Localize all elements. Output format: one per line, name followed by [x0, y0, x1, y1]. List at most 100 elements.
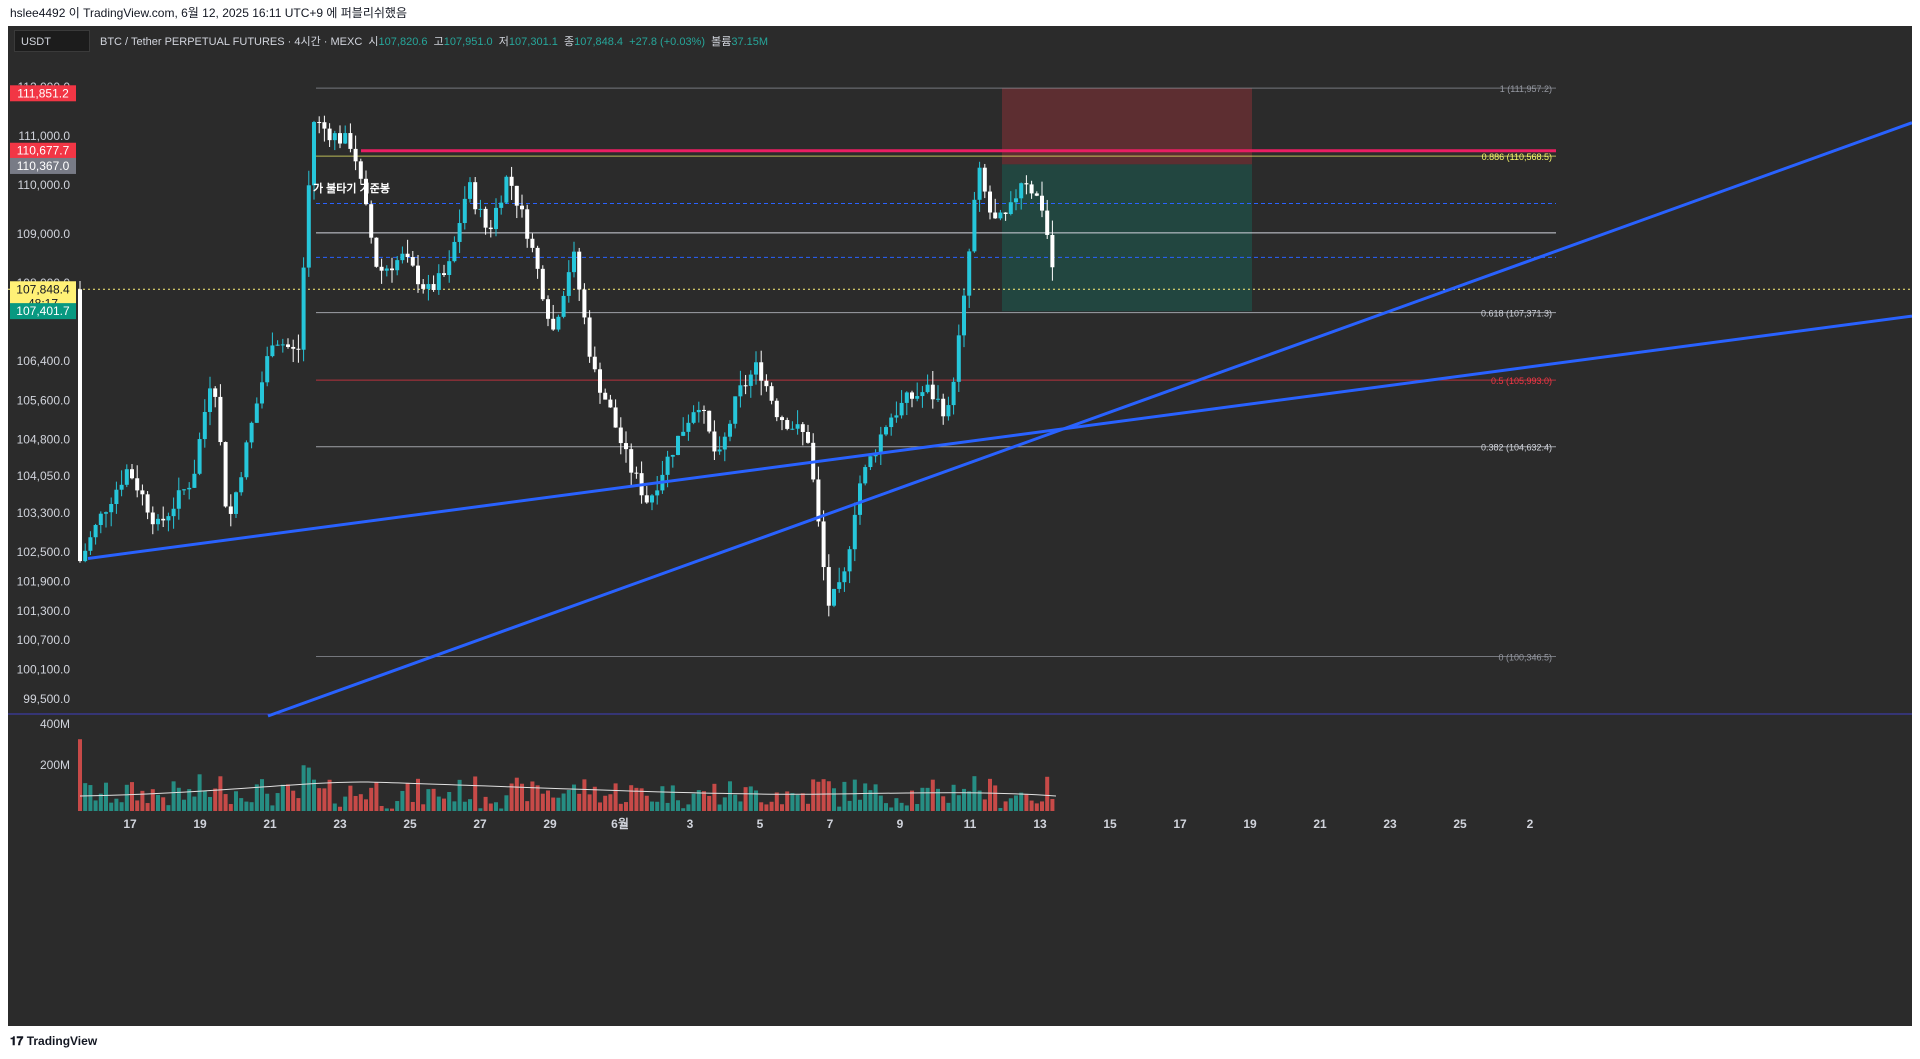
volume-bar: [1040, 801, 1044, 819]
candle-body: [488, 227, 493, 230]
volume-bar: [660, 786, 665, 819]
candle-body: [447, 261, 452, 275]
candle-body: [197, 439, 202, 474]
volume-bar: [894, 798, 899, 819]
footer-bar: 𝟏𝟕 TradingView: [0, 1026, 1920, 1059]
volume-bar: [587, 794, 592, 819]
volume-bar: [374, 782, 379, 819]
volume-bar: [223, 794, 228, 819]
volume-bar: [156, 794, 160, 819]
volume-bar: [88, 785, 93, 819]
candle-body: [904, 392, 909, 403]
volume-bar: [702, 791, 706, 819]
volume-bar: [816, 781, 821, 819]
candle-body: [774, 400, 779, 418]
price-axis-tick: 106,400.0: [17, 354, 71, 368]
candle-body: [587, 317, 592, 357]
close-value: 107,848.4: [574, 36, 624, 48]
volume-bar: [868, 790, 873, 819]
candle-body: [546, 299, 550, 319]
close-label: 종: [563, 36, 575, 48]
volume-bar: [847, 800, 852, 819]
price-label-text: 111,851.2: [17, 86, 69, 100]
volume-bar: [930, 779, 935, 819]
volume-bar: [364, 799, 368, 819]
volume-bar: [821, 779, 826, 819]
candle-body: [504, 176, 509, 203]
candle-body: [795, 424, 800, 429]
volume-bar: [712, 783, 717, 819]
volume-bar: [457, 779, 462, 819]
volume-bar: [426, 789, 431, 819]
volume-bar: [910, 790, 914, 819]
candle-body: [192, 473, 197, 488]
candle-body: [613, 407, 618, 428]
candle-body: [681, 431, 686, 436]
volume-axis-tick: 200M: [40, 758, 70, 772]
candle-body: [150, 512, 155, 525]
volume-bar: [1024, 794, 1029, 819]
candle-body: [494, 207, 498, 230]
volume-bar: [613, 783, 618, 819]
volume-bar: [306, 767, 311, 819]
price-chart[interactable]: 1 (111,957.2) 0.886 (110,568.5) 0.618 (107…: [8, 26, 1912, 1026]
volume-bar: [431, 788, 436, 819]
candle-body: [83, 550, 88, 562]
volume-bar: [343, 796, 348, 819]
volume-bar: [395, 801, 400, 819]
candle-body: [634, 472, 639, 474]
volume-ma-line: [79, 781, 1057, 797]
candle-body: [436, 273, 441, 290]
candle-body: [998, 212, 1003, 219]
volume-bar: [78, 739, 82, 819]
volume-bar: [130, 782, 134, 819]
volume-bar: [312, 779, 316, 819]
volume-bar: [348, 785, 353, 819]
candle-body: [98, 513, 103, 526]
volume-bar: [291, 790, 296, 819]
volume-bar: [98, 793, 103, 819]
candle-body: [431, 284, 436, 290]
candle-body: [379, 266, 384, 271]
volume-bar: [171, 781, 176, 819]
symbol-search-box[interactable]: USDT: [14, 30, 90, 52]
candle-body: [1040, 195, 1044, 211]
candle-body: [208, 388, 212, 412]
price-label-tag: [10, 157, 76, 174]
candle-body: [254, 403, 259, 423]
candle-body: [291, 346, 296, 349]
volume-bar: [442, 798, 446, 819]
volume-bar: [150, 789, 155, 819]
candle-body: [894, 415, 899, 418]
candle-body: [837, 582, 842, 589]
candle-body: [884, 427, 888, 435]
volume-bar: [114, 798, 119, 819]
tradingview-logo[interactable]: 𝟏𝟕 TradingView: [10, 1034, 97, 1049]
candle-body: [306, 185, 311, 268]
candle-body: [800, 424, 805, 432]
candle-body: [624, 443, 628, 450]
candle-body: [483, 208, 488, 228]
candle-body: [972, 199, 977, 252]
candle-body: [452, 241, 457, 262]
price-axis-tick: 101,300.0: [17, 604, 71, 618]
volume-bar: [936, 788, 940, 819]
volume-bar: [410, 801, 415, 819]
volume-bar: [826, 781, 831, 819]
candle-body: [686, 422, 691, 432]
candle-body: [618, 427, 623, 444]
chart-area[interactable]: 1 (111,957.2) 0.886 (110,568.5) 0.618 (107…: [8, 26, 1912, 1026]
price-label-tag: [10, 303, 76, 320]
volume-bar: [785, 791, 790, 819]
low-label: 저: [498, 36, 509, 48]
volume-bar: [244, 801, 249, 819]
candle-body: [280, 344, 285, 346]
candle-body: [421, 284, 426, 289]
volume-bar: [239, 798, 244, 819]
publish-caption: hslee4492 이 TradingView.com, 6월 12, 2025…: [10, 6, 407, 20]
time-axis-tick: 17: [1173, 817, 1187, 831]
volume-bar: [670, 785, 675, 819]
candle-body: [239, 477, 244, 493]
candle-body: [249, 422, 254, 443]
volume-bar: [691, 793, 696, 819]
